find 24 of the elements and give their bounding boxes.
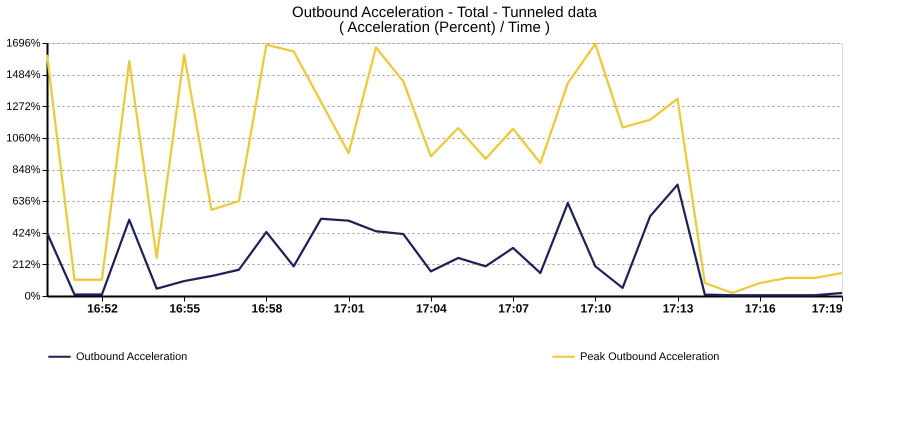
legend-label: Peak Outbound Acceleration [580, 350, 720, 363]
legend-label: Outbound Acceleration [76, 350, 188, 363]
x-tick-label: 17:16 [744, 302, 776, 316]
x-tick-label: 17:10 [580, 302, 612, 316]
y-tick-label: 212% [12, 258, 41, 271]
x-tick-label: 16:58 [252, 302, 283, 316]
x-tick-label: 17:13 [662, 302, 694, 316]
y-tick-label: 1696% [6, 38, 41, 50]
y-tick-label: 848% [12, 164, 41, 176]
x-tick-label: 16:52 [87, 302, 118, 316]
chart-subtitle: ( Acceleration (Percent) / Time ) [339, 19, 550, 36]
line-series [46, 42, 844, 294]
y-tick-label: 1060% [6, 132, 41, 144]
x-tick-label: 17:19 [812, 302, 843, 316]
y-tick-label: 1272% [6, 100, 41, 113]
x-tick-label: 16:55 [169, 302, 200, 316]
y-tick-label: 1484% [6, 69, 41, 82]
x-tick-label: 17:01 [334, 302, 365, 316]
chart-title: Outbound Acceleration - Total - Tunneled data [292, 4, 598, 21]
y-tick-label: 0% [24, 290, 41, 302]
x-tick-label: 17:04 [416, 302, 448, 316]
y-tick-label: 424% [12, 227, 41, 240]
y-tick-label: 636% [12, 196, 41, 208]
x-tick-label: 17:07 [498, 302, 530, 316]
